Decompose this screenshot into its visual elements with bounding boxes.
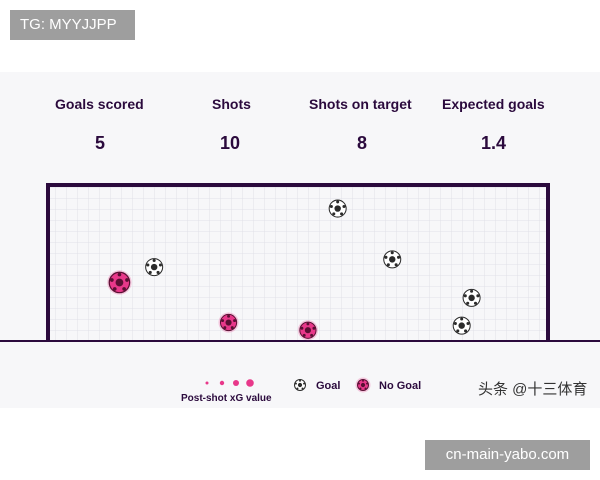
- legend-no-goal-label: No Goal: [379, 380, 421, 392]
- watermark-top-left: TG: MYYJJPP: [10, 10, 135, 40]
- legend-size-dot-4: [246, 379, 254, 387]
- stat-value-goals: 5: [95, 133, 106, 153]
- stat-label-xg: Expected goals: [442, 96, 545, 112]
- shot-goal-2: [328, 199, 347, 218]
- legend-goal-ball: [294, 379, 306, 391]
- credit-text: 头条 @十三体育: [478, 381, 588, 398]
- shot-goal-4: [462, 288, 481, 307]
- watermark-bottom-right: cn-main-yabo.com: [425, 440, 590, 470]
- legend-size-dot-3: [233, 380, 239, 386]
- legend-size-dot-1: [205, 381, 209, 385]
- legend-size-dot-2: [219, 380, 225, 386]
- shots-layer: [107, 199, 481, 341]
- shot-goal-5: [452, 316, 471, 335]
- stat-value-shots-on-target: 8: [357, 133, 368, 153]
- goal-frame: [46, 183, 550, 341]
- stat-label-shots-on-target: Shots on target: [309, 96, 412, 112]
- stat-label-shots: Shots: [212, 96, 251, 112]
- stat-label-goals: Goals scored: [55, 96, 144, 112]
- legend-goal-icon: [294, 379, 306, 391]
- legend-size-label: Post-shot xG value: [181, 393, 272, 404]
- shot-goal-1: [145, 258, 164, 277]
- stat-value-shots: 10: [220, 133, 241, 153]
- stat-value-xg: 1.4: [481, 133, 507, 153]
- shot-no-goal-2: [218, 312, 239, 333]
- legend-no-goal-icon: [355, 377, 371, 393]
- shot-no-goal-1: [107, 270, 132, 295]
- shot-no-goal-3: [297, 320, 319, 341]
- shot-goal-3: [383, 250, 402, 269]
- goal-net: [50, 187, 546, 341]
- legend-goal-label: Goal: [316, 380, 340, 392]
- legend-no-goal-ball: [355, 377, 371, 393]
